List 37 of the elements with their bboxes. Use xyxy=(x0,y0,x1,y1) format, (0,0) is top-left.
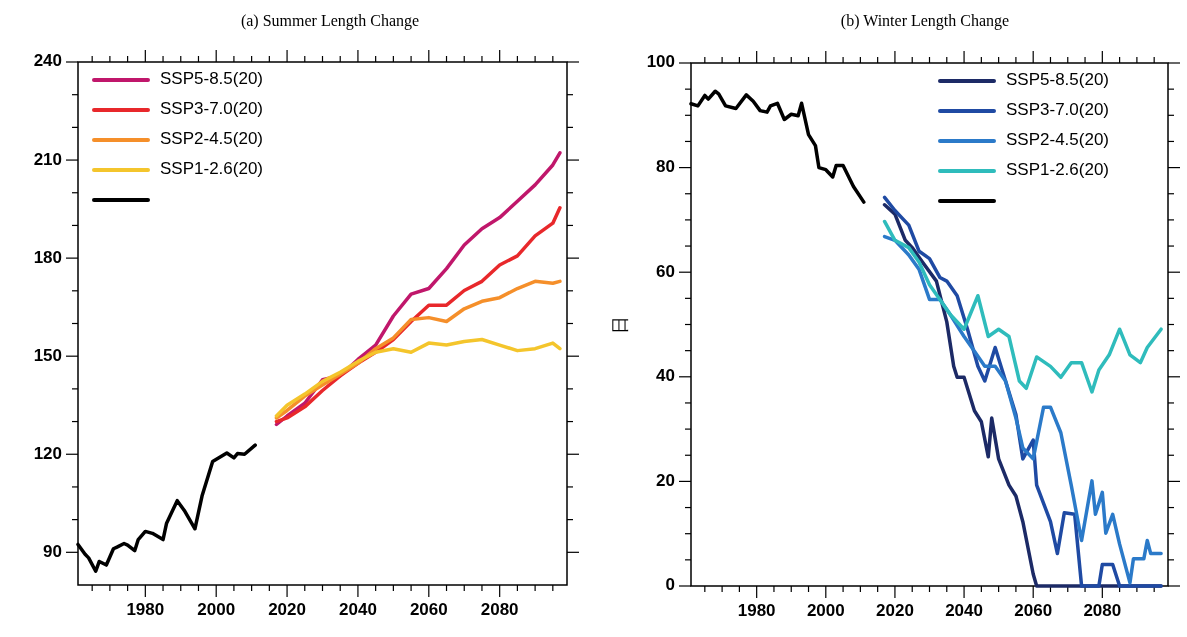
y-tick-label: 240 xyxy=(33,51,62,71)
y-tick-label: 210 xyxy=(33,149,62,169)
line-series xyxy=(882,219,1163,394)
legend-label: SSP2-4.5(20) xyxy=(160,129,263,149)
x-tick-label: 2060 xyxy=(409,600,448,619)
y-tick-label: 100 xyxy=(646,52,675,72)
legend-label: SSP1-2.6(20) xyxy=(160,159,263,179)
line-series xyxy=(274,337,562,418)
x-tick-label: 2040 xyxy=(339,600,377,619)
legend-label: SSP5-8.5(20) xyxy=(1006,70,1109,90)
x-tick-label: 2000 xyxy=(197,600,236,619)
legend-label: SSP1-2.6(20) xyxy=(1006,160,1109,180)
x-tick-label: 1980 xyxy=(126,600,165,619)
y-tick-label: 90 xyxy=(43,541,62,561)
y-tick-label: 150 xyxy=(33,345,62,365)
legend-label: SSP3-7.0(20) xyxy=(160,99,263,119)
chart-title: (b) Winter Length Change xyxy=(840,12,1010,30)
y-tick-label: 20 xyxy=(656,470,675,490)
y-tick-label: 180 xyxy=(33,247,62,267)
legend-label: SSP3-7.0(20) xyxy=(1006,100,1109,120)
legend-label: SSP5-8.5(20) xyxy=(160,69,263,89)
x-tick-label: 2080 xyxy=(1083,601,1122,620)
x-tick-label: 1980 xyxy=(737,601,776,620)
y-tick-label: 60 xyxy=(656,261,675,281)
x-tick-label: 2000 xyxy=(806,601,845,620)
legend-label: SSP2-4.5(20) xyxy=(1006,130,1109,150)
x-tick-label: 2020 xyxy=(876,601,914,620)
x-tick-label: 2020 xyxy=(268,600,306,619)
chart-title: (a) Summer Length Change xyxy=(240,12,420,30)
y-axis-title: 日 xyxy=(609,315,630,334)
y-tick-label: 40 xyxy=(656,366,675,386)
y-tick-label: 80 xyxy=(656,157,675,177)
y-tick-label: 0 xyxy=(665,575,675,595)
x-tick-label: 2060 xyxy=(1014,601,1053,620)
x-tick-label: 2080 xyxy=(480,600,519,619)
x-tick-label: 2040 xyxy=(945,601,983,620)
y-tick-label: 120 xyxy=(33,443,62,463)
